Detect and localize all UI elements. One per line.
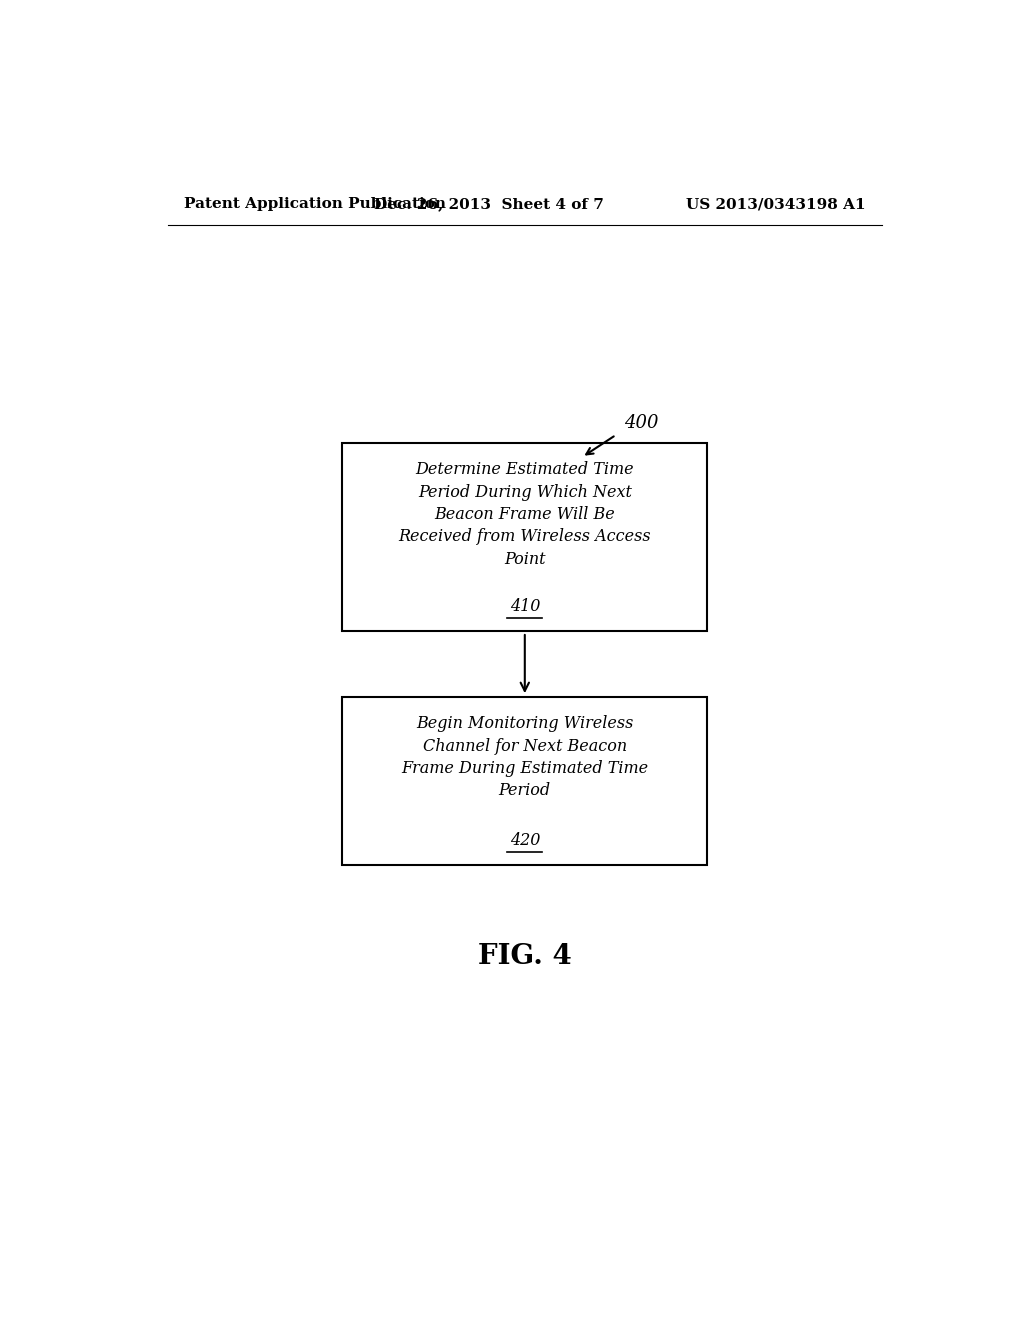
Text: Period During Which Next: Period During Which Next [418, 483, 632, 500]
Text: 420: 420 [510, 832, 540, 849]
Text: Begin Monitoring Wireless: Begin Monitoring Wireless [416, 715, 634, 733]
Text: Channel for Next Beacon: Channel for Next Beacon [423, 738, 627, 755]
FancyBboxPatch shape [342, 444, 708, 631]
Text: 410: 410 [510, 598, 540, 615]
FancyBboxPatch shape [342, 697, 708, 865]
Text: US 2013/0343198 A1: US 2013/0343198 A1 [686, 197, 866, 211]
Text: Received from Wireless Access: Received from Wireless Access [398, 528, 651, 545]
Text: FIG. 4: FIG. 4 [478, 942, 571, 970]
Text: Patent Application Publication: Patent Application Publication [183, 197, 445, 211]
Text: Dec. 26, 2013  Sheet 4 of 7: Dec. 26, 2013 Sheet 4 of 7 [374, 197, 604, 211]
Text: Frame During Estimated Time: Frame During Estimated Time [401, 760, 648, 777]
Text: 400: 400 [624, 413, 658, 432]
Text: Beacon Frame Will Be: Beacon Frame Will Be [434, 506, 615, 523]
Text: Period: Period [499, 783, 551, 800]
Text: Point: Point [504, 550, 546, 568]
Text: Determine Estimated Time: Determine Estimated Time [416, 461, 634, 478]
